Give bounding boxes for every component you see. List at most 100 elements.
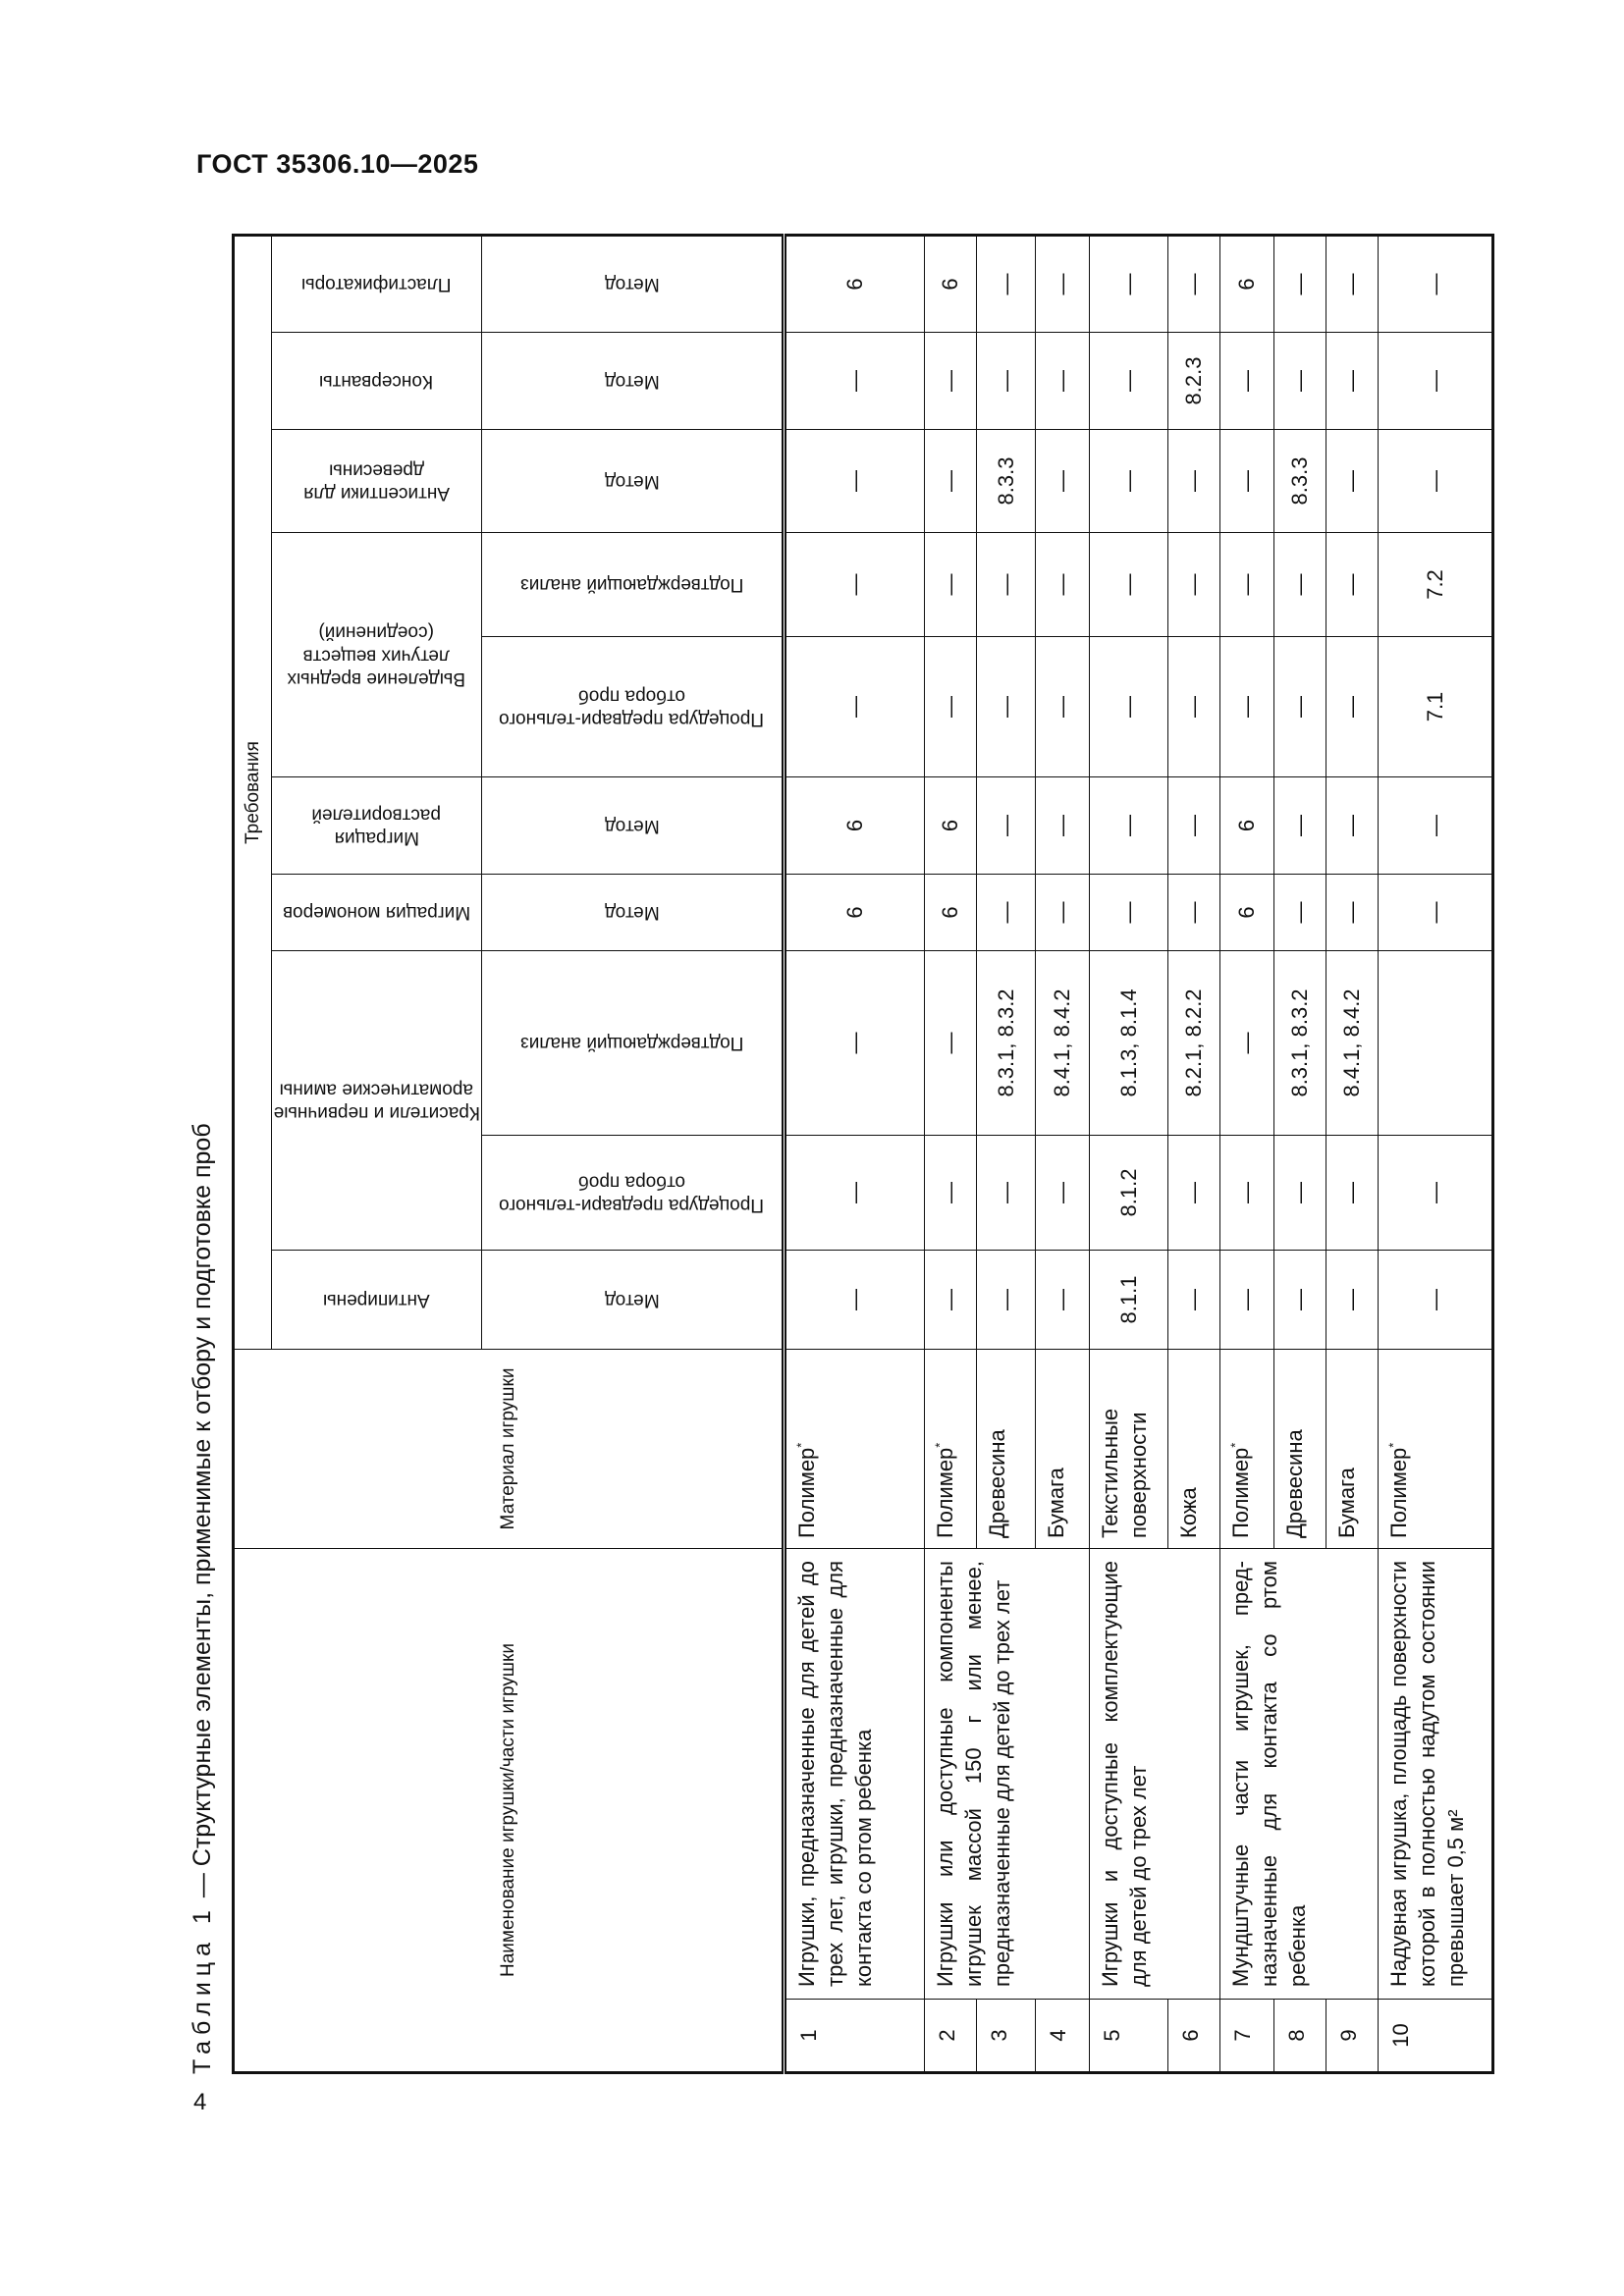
requirement-value: 8.1.3, 8.1.4: [1089, 950, 1168, 1136]
requirement-value: —: [924, 950, 977, 1136]
sub-header: Процедура предвари-тельного отбора проб: [481, 1135, 785, 1251]
table-caption-label: Таблица 1: [189, 1904, 216, 2074]
requirement-value: —: [1273, 332, 1326, 430]
table-row: 2 Игрушки или доступные компонен­ты игруш…: [924, 235, 1090, 2073]
requirement-value: —: [1089, 874, 1168, 951]
requirement-value: —: [1273, 235, 1326, 333]
requirement-value: —: [924, 1250, 977, 1350]
toy-name: Игрушки и доступные комплектую­щие для д…: [1089, 1548, 1220, 2000]
requirement-value: —: [1378, 874, 1493, 951]
group-header: Антисептики для древесины: [271, 429, 482, 533]
requirement-value: —: [976, 532, 1036, 637]
requirements-header: Требования: [233, 235, 272, 1350]
requirement-value: 6: [924, 235, 977, 333]
table-caption: Таблица 1 — Структурные элементы, примен…: [189, 1123, 217, 2074]
table-row: 7 Мундштучные части игрушек, пред­назначе…: [1219, 235, 1379, 2073]
requirement-value: 6: [1219, 776, 1274, 875]
group-header-text: Антисептики для древесины: [303, 459, 450, 504]
requirement-value: [1378, 950, 1493, 1136]
group-header-text: Миграция мономеров: [282, 902, 471, 924]
requirement-value: 8.4.1, 8.4.2: [1326, 950, 1379, 1136]
requirement-value: —: [1326, 1135, 1379, 1251]
requirement-value: 8.4.1, 8.4.2: [1035, 950, 1090, 1136]
requirement-value: 8.1.1: [1089, 1250, 1168, 1350]
requirement-value: —: [784, 636, 925, 777]
group-header: Пластификаторы: [271, 235, 482, 333]
sub-header-text: Метод: [604, 370, 660, 392]
material-column-header: Материал игрушки: [233, 1349, 785, 1549]
material: Бумага: [1326, 1349, 1379, 1549]
page-number: 4: [193, 2089, 207, 2115]
requirement-value: —: [1035, 1135, 1090, 1251]
toy-name: Игрушки или доступные компонен­ты игруше…: [924, 1548, 1090, 2000]
sub-header-text: Метод: [604, 902, 660, 924]
requirement-value: —: [784, 332, 925, 430]
requirement-value: 6: [1219, 874, 1274, 951]
requirement-value: —: [784, 950, 925, 1136]
requirement-value: —: [1035, 235, 1090, 333]
requirement-value: —: [1326, 429, 1379, 533]
requirement-value: —: [1273, 1250, 1326, 1350]
material: Бумага: [1035, 1349, 1090, 1549]
requirement-value: —: [1326, 332, 1379, 430]
requirement-value: —: [1273, 874, 1326, 951]
requirement-value: 7.1: [1378, 636, 1493, 777]
requirement-value: —: [1378, 332, 1493, 430]
sub-header-text: Подтверждающий анализ: [519, 574, 744, 596]
requirement-value: 8.3.1, 8.3.2: [1273, 950, 1326, 1136]
sub-header: Процедура предвари-тельного отбора проб: [481, 636, 785, 777]
requirement-value: —: [1378, 1250, 1493, 1350]
requirement-value: —: [1273, 1135, 1326, 1251]
requirement-value: —: [1326, 1250, 1379, 1350]
sub-header: Метод: [481, 1250, 785, 1350]
group-header-text: Антипирены: [323, 1289, 430, 1310]
sub-header-text: Подтверждающий анализ: [519, 1033, 744, 1054]
sub-header: Подтверждающий анализ: [481, 950, 785, 1136]
requirement-value: 8.1.2: [1089, 1135, 1168, 1251]
requirement-value: —: [784, 1135, 925, 1251]
sub-header: Метод: [481, 332, 785, 430]
requirement-value: —: [1219, 332, 1274, 430]
group-header-text: Консерванты: [319, 370, 434, 392]
group-header-text: Пластификаторы: [301, 274, 452, 295]
material-footnote-mark: *: [932, 1442, 947, 1448]
requirement-value: —: [1035, 332, 1090, 430]
requirement-value: 6: [784, 874, 925, 951]
material: Древесина: [1273, 1349, 1326, 1549]
requirement-value: —: [1035, 429, 1090, 533]
requirement-value: —: [976, 776, 1036, 875]
table-row: 1 Игрушки, предназначенные для детей до т…: [784, 235, 925, 2073]
requirement-value: 6: [924, 776, 977, 875]
toy-name: Игрушки, предназначенные для детей до тр…: [784, 1548, 925, 2000]
table-row: 5 Игрушки и доступные комплектую­щие для …: [1089, 235, 1220, 2073]
requirement-value: —: [1089, 332, 1168, 430]
requirement-value: —: [1378, 429, 1493, 533]
row-number: 5: [1089, 1999, 1168, 2073]
row-number: 7: [1219, 1999, 1274, 2073]
material: Полимер*: [1219, 1349, 1274, 1549]
requirement-value: —: [976, 1250, 1036, 1350]
group-header-text: Выделение вредных летучих веществ (соеди…: [287, 621, 466, 689]
requirement-value: —: [1167, 429, 1220, 533]
requirement-value: 7.2: [1378, 532, 1493, 637]
requirement-value: —: [976, 874, 1036, 951]
group-header: Антипирены: [271, 1250, 482, 1350]
requirement-value: —: [1273, 776, 1326, 875]
document-id: ГОСТ 35306.10—2025: [196, 149, 479, 179]
requirement-value: —: [1326, 636, 1379, 777]
row-number: 3: [976, 1999, 1036, 2073]
row-number: 10: [1378, 1999, 1493, 2073]
requirement-value: —: [1219, 950, 1274, 1136]
requirement-value: 6: [1219, 235, 1274, 333]
requirement-value: —: [1219, 429, 1274, 533]
requirements-table: Наименование игрушки/части игрушки Матери…: [232, 233, 1494, 2074]
row-number: 1: [784, 1999, 925, 2073]
sub-header-text: Метод: [604, 815, 660, 836]
group-header: Выделение вредных летучих веществ (соеди…: [271, 532, 482, 777]
requirement-value: —: [1089, 235, 1168, 333]
requirement-value: —: [1326, 235, 1379, 333]
group-header: Консерванты: [271, 332, 482, 430]
material: Текстильные поверхности: [1089, 1349, 1168, 1549]
requirement-value: 6: [784, 776, 925, 875]
requirement-value: —: [1089, 776, 1168, 875]
